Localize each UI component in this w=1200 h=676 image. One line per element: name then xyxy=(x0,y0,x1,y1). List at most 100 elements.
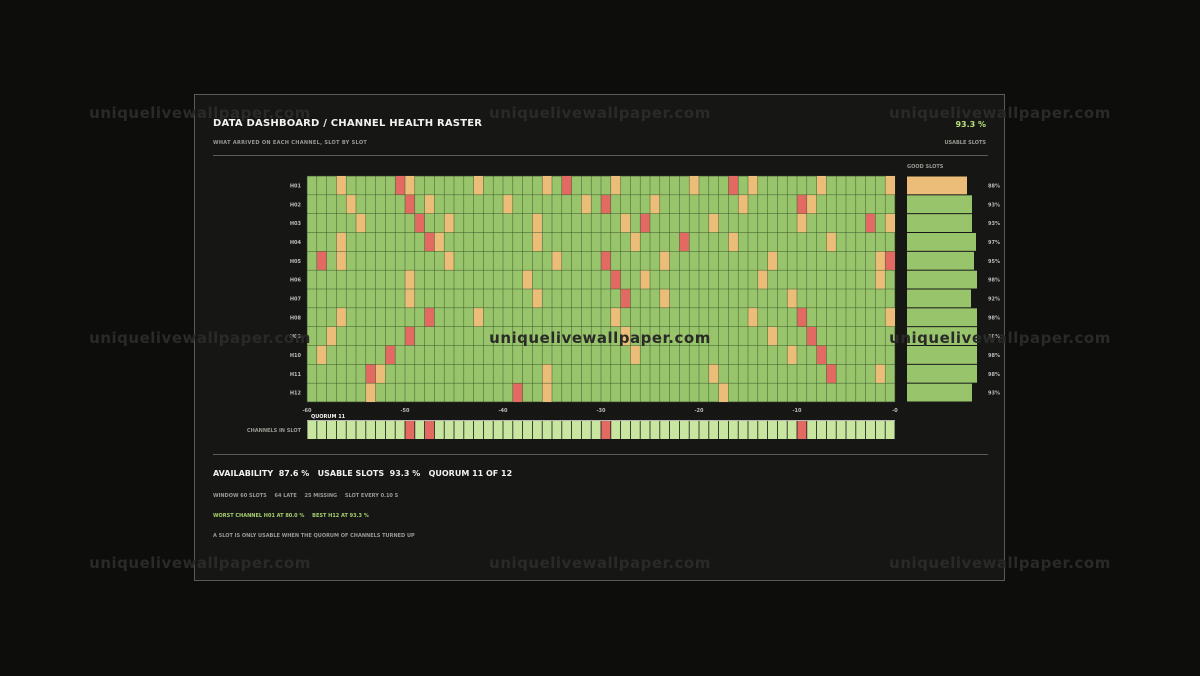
cell-late xyxy=(424,194,435,214)
cell-late xyxy=(434,232,445,252)
good-slots-title: GOOD SLOTS xyxy=(907,164,944,170)
x-tick-label: -50 xyxy=(400,408,410,414)
cell-missing xyxy=(512,383,523,402)
window-meta: WINDOW 60 SLOTS 64 LATE 25 MISSING SLOT … xyxy=(213,493,404,499)
quorum-cell-ok xyxy=(542,421,552,439)
x-tick-label: -10 xyxy=(792,408,802,414)
channel-label: H03 xyxy=(290,221,302,227)
quorum-cell-ok xyxy=(415,421,425,439)
x-tick-label: -30 xyxy=(596,408,606,414)
cell-late xyxy=(875,364,886,384)
good-slots-bar xyxy=(907,176,967,195)
good-slots-value-label: 98% xyxy=(988,372,1000,378)
x-tick-label: -40 xyxy=(498,408,508,414)
cell-late xyxy=(336,251,347,271)
x-tick-label: -20 xyxy=(694,408,704,414)
cell-missing xyxy=(405,194,415,214)
cell-late xyxy=(826,232,837,252)
cell-late xyxy=(610,176,621,195)
cell-late xyxy=(532,213,543,233)
good-slots-bar xyxy=(907,289,971,308)
quorum-cell-below xyxy=(797,421,807,439)
quorum-cell-below xyxy=(601,421,611,439)
worst-channel: WORST CHANNEL H01 AT 80.0 % xyxy=(213,513,305,519)
channel-label: H07 xyxy=(290,296,302,302)
cell-late xyxy=(738,194,748,214)
cell-missing xyxy=(640,213,650,233)
quorum-cell-ok xyxy=(503,421,513,439)
channel-label: H08 xyxy=(290,315,302,321)
quorum-cell-ok xyxy=(670,421,679,439)
quorum-cell-ok xyxy=(356,421,366,439)
cell-late xyxy=(444,213,454,233)
channel-label: H04 xyxy=(290,240,302,246)
quorum-cell-ok xyxy=(817,421,826,439)
quorum-cell-ok xyxy=(434,421,444,439)
cell-late xyxy=(875,251,886,271)
quorum-cell-ok xyxy=(385,421,395,439)
quorum-cell-ok xyxy=(640,421,650,439)
quorum-cell-ok xyxy=(464,421,474,439)
cell-late xyxy=(640,270,650,289)
usable-slots-kpi-value: 93.3 % xyxy=(955,120,986,129)
cell-late xyxy=(610,307,621,327)
cell-late xyxy=(650,194,660,214)
best-worst-line: WORST CHANNEL H01 AT 80.0 % BEST H12 AT … xyxy=(213,513,375,519)
quorum-cell-ok xyxy=(376,421,385,439)
quorum-cell-ok xyxy=(679,421,689,439)
cell-missing xyxy=(797,194,807,214)
quorum-cell-ok xyxy=(846,421,856,439)
channel-label: H10 xyxy=(290,353,302,359)
cell-late xyxy=(708,213,719,233)
quorum-cell-ok xyxy=(777,421,787,439)
cell-missing xyxy=(395,176,405,195)
cell-late xyxy=(875,270,886,289)
quorum-cell-ok xyxy=(346,421,356,439)
cell-late xyxy=(748,176,758,195)
cell-late xyxy=(787,345,797,365)
good-slots-bar xyxy=(907,327,977,345)
cell-missing xyxy=(385,345,396,365)
quorum-cell-ok xyxy=(787,421,797,439)
good-slots-bar xyxy=(907,308,977,327)
quorum-cell-ok xyxy=(719,421,728,439)
quorum-cell-ok xyxy=(630,421,640,439)
cell-late xyxy=(885,213,895,233)
quorum-cell-ok xyxy=(826,421,836,439)
good-slots-bar xyxy=(907,364,977,383)
channel-health-raster-chart: H01 H02 H03 H04 H05 H06 H07 H08 H09 H10 H11 H12 -60 -… xyxy=(247,164,1000,439)
good-slots-value-label: 88% xyxy=(988,183,1000,189)
quorum-cell-ok xyxy=(532,421,542,439)
cell-missing xyxy=(601,194,611,214)
cell-missing xyxy=(679,232,690,252)
cell-missing xyxy=(405,326,415,346)
quorum-cell-ok xyxy=(395,421,405,439)
x-tick-label: -60 xyxy=(302,408,312,414)
cell-late xyxy=(326,326,337,346)
quorum-cell-ok xyxy=(621,421,630,439)
quorum-cell-ok xyxy=(689,421,699,439)
cell-missing xyxy=(816,345,827,365)
cell-late xyxy=(405,270,415,289)
cell-missing xyxy=(826,364,837,384)
cell-late xyxy=(689,176,699,195)
meta-late: 64 LATE xyxy=(274,493,297,499)
meta-slot-interval: SLOT EVERY 0.10 S xyxy=(344,493,399,499)
quorum-cell-ok xyxy=(454,421,464,439)
good-slots-value-label: 98% xyxy=(988,315,1000,321)
cell-late xyxy=(532,289,543,308)
cell-late xyxy=(816,176,827,195)
best-channel: BEST H12 AT 93.3 % xyxy=(312,513,369,519)
quorum-cell-ok xyxy=(474,421,483,439)
cell-late xyxy=(806,194,817,214)
cell-late xyxy=(356,213,366,233)
cell-late xyxy=(620,326,631,346)
good-slots-bar xyxy=(907,233,976,251)
cell-missing xyxy=(865,213,876,233)
meta-window: WINDOW 60 SLOTS xyxy=(213,493,267,499)
cell-late xyxy=(718,383,729,402)
good-slots-value-label: 93% xyxy=(988,202,1000,208)
quorum-label: QUORUM 11 xyxy=(311,414,346,420)
cell-late xyxy=(473,176,484,195)
quorum-cell-ok xyxy=(572,421,581,439)
